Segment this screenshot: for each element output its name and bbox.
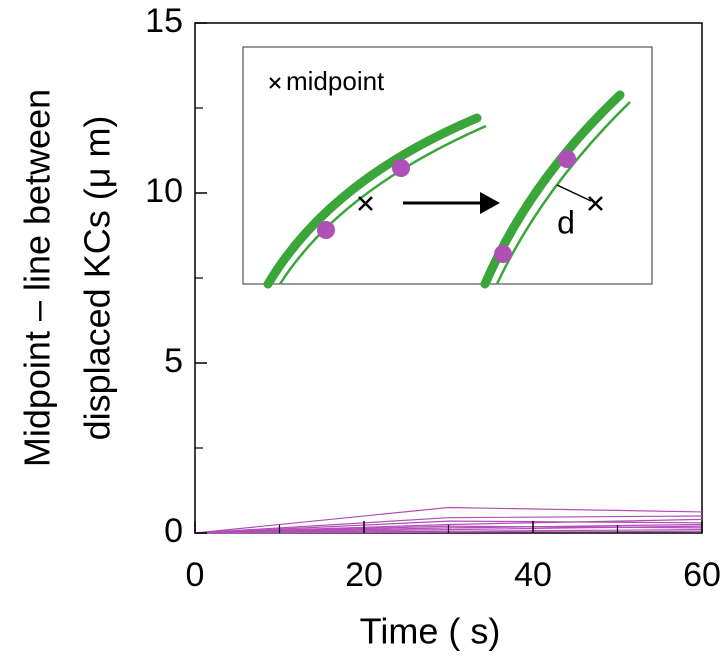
x-tick-label: 0 xyxy=(186,556,205,594)
x-axis-label: Time ( s) xyxy=(360,611,501,652)
distance-label: d xyxy=(557,204,575,240)
distance-line xyxy=(556,184,592,202)
x-tick-label: 40 xyxy=(514,556,552,594)
kinetochore xyxy=(494,245,512,263)
cross-icon xyxy=(269,77,281,89)
y-axis-label-line: displaced KCs (μ m) xyxy=(77,116,118,441)
inset-legend: midpoint xyxy=(286,66,385,96)
arrow-head xyxy=(480,192,500,214)
y-tick-label: 5 xyxy=(164,342,183,380)
x-tick-label: 20 xyxy=(345,556,383,594)
x-tick-label: 60 xyxy=(683,556,721,594)
midpoint-mark xyxy=(358,196,373,211)
microtubule xyxy=(263,113,482,289)
y-axis-label: Midpoint – line between displaced KCs (μ… xyxy=(17,89,118,467)
y-tick-label: 15 xyxy=(145,2,183,40)
kinetochore xyxy=(392,159,410,177)
series-line xyxy=(194,506,703,534)
midpoint-mark xyxy=(588,196,603,211)
microtubule xyxy=(278,124,487,285)
inset: midpoint d xyxy=(242,46,653,289)
y-tick-label: 10 xyxy=(145,172,183,210)
kinetochore xyxy=(558,150,576,168)
y-tick-label: 0 xyxy=(164,512,183,550)
y-axis-label-line: Midpoint – line between xyxy=(17,89,58,467)
kinetochore xyxy=(317,221,335,239)
